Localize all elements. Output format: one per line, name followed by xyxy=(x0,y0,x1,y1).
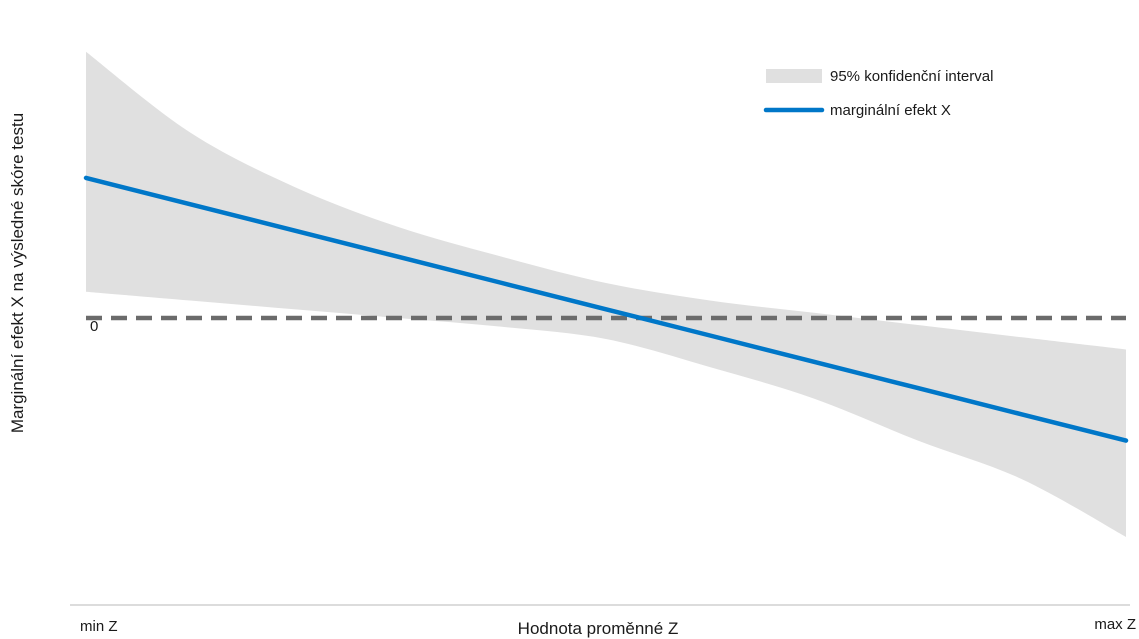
marginal-effect-line xyxy=(83,175,1129,443)
zero-reference-label: 0 xyxy=(90,318,98,335)
x-tick-label-max: max Z xyxy=(1094,616,1136,633)
plot-area xyxy=(83,51,1129,537)
confidence-interval-band xyxy=(86,51,1126,537)
legend-label-marginal-effect: marginální efekt X xyxy=(830,102,951,119)
legend-swatch-confidence-interval xyxy=(766,69,822,83)
legend-label-confidence-interval: 95% konfidenční interval xyxy=(830,68,993,85)
x-tick-label-min: min Z xyxy=(80,618,118,635)
legend: 95% konfidenční interval marginální efek… xyxy=(763,68,993,119)
x-axis-title: Hodnota proměnné Z xyxy=(518,619,679,638)
y-axis-title: Marginální efekt X na výsledné skóre tes… xyxy=(8,113,27,433)
